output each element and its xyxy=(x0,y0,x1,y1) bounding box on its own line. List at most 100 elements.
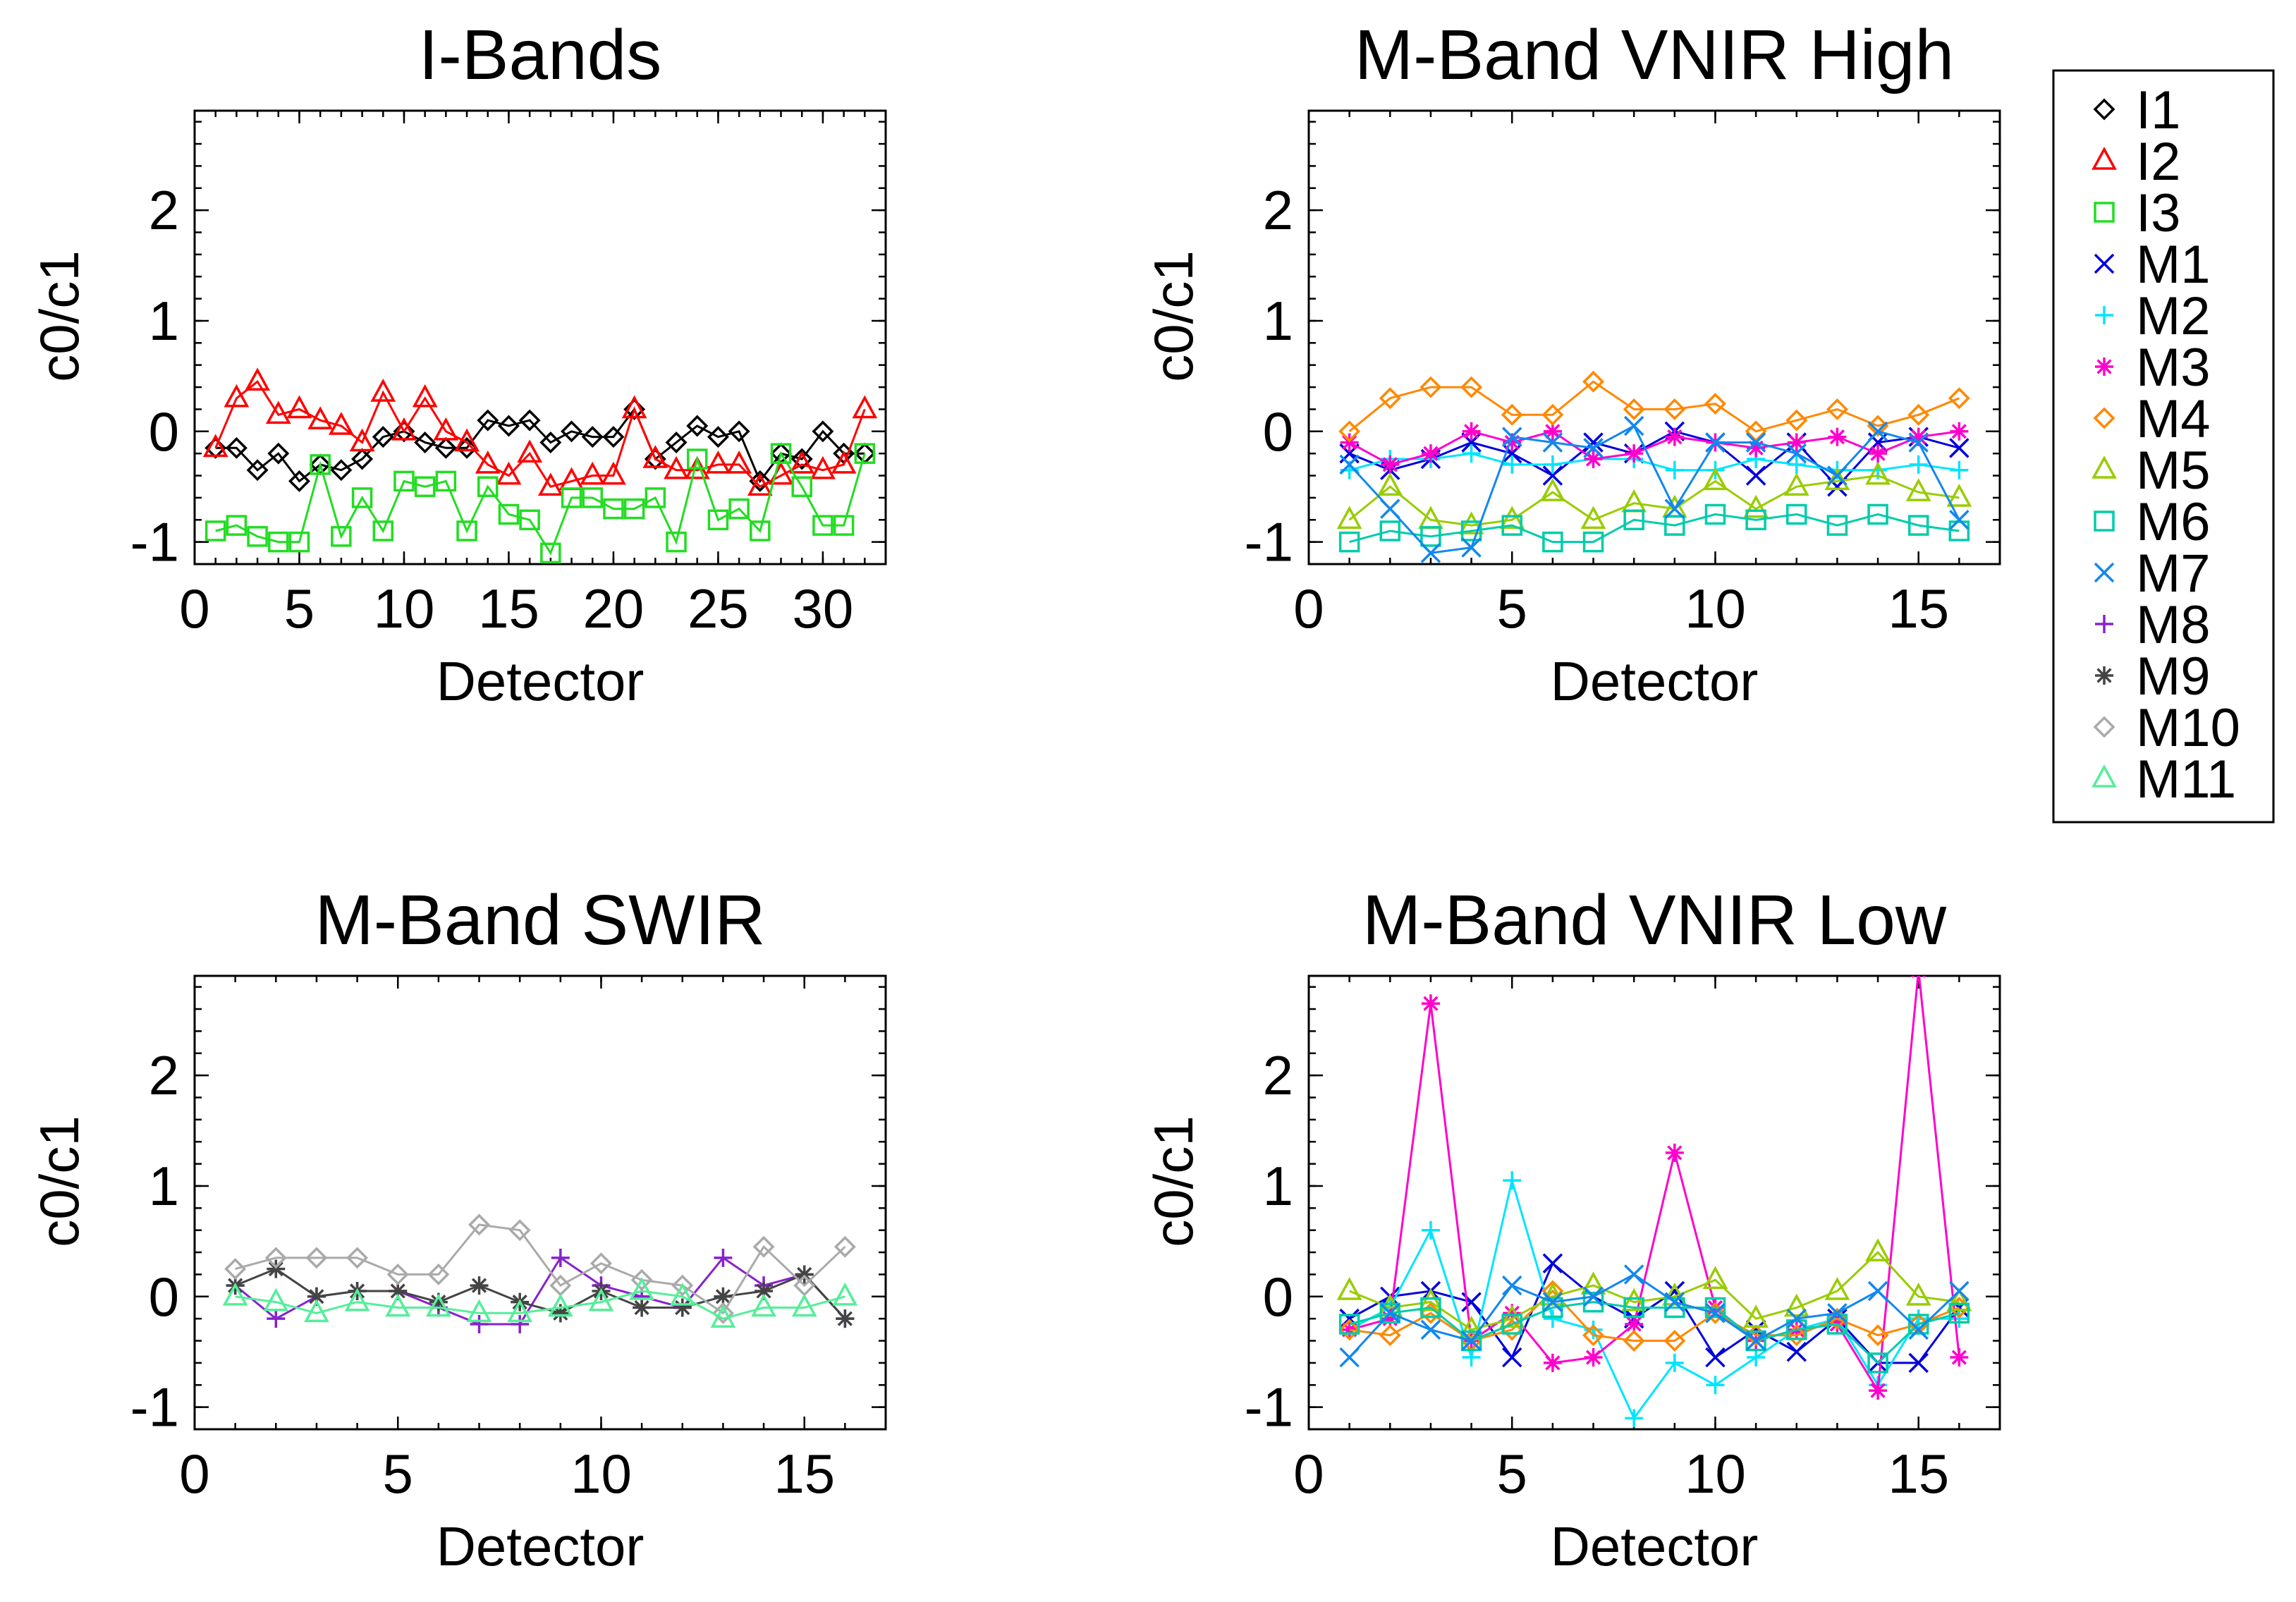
data-point-m7 xyxy=(1583,1286,1604,1307)
data-point-m4 xyxy=(1582,1324,1605,1347)
data-point-m10 xyxy=(712,1302,734,1324)
data-point-m9 xyxy=(714,1287,733,1306)
data-point-m1 xyxy=(1949,438,1970,458)
data-point-i1 xyxy=(812,420,834,443)
data-point-m2 xyxy=(1706,1376,1725,1395)
series-line-m2 xyxy=(1348,1176,1960,1421)
series-line-m6 xyxy=(1349,1301,1960,1364)
data-point-m11 xyxy=(507,1299,533,1323)
data-point-m5 xyxy=(1336,506,1362,530)
data-point-i2 xyxy=(664,455,689,479)
legend-item-m10: M10 xyxy=(2093,698,2240,758)
series-m6 xyxy=(1338,503,1970,553)
y-tick-label: 1 xyxy=(149,1155,179,1217)
data-point-m6 xyxy=(1664,1297,1685,1319)
data-point-m7 xyxy=(1908,432,1929,453)
data-point-i1 xyxy=(644,448,666,470)
legend-label: I1 xyxy=(2136,80,2180,140)
data-point-m5 xyxy=(1539,478,1565,501)
data-point-i3 xyxy=(540,542,561,564)
data-point-m6 xyxy=(1948,1302,1970,1324)
series-i2 xyxy=(202,367,878,496)
data-point-i3 xyxy=(791,476,812,497)
legend-marker-m8 xyxy=(2095,615,2113,633)
data-point-i1 xyxy=(623,398,646,420)
data-point-m3 xyxy=(1665,427,1684,446)
legend-item-i1: I1 xyxy=(2093,80,2180,140)
data-point-m1 xyxy=(1502,1347,1522,1368)
data-point-m7 xyxy=(1542,1292,1563,1312)
data-point-i3 xyxy=(623,498,645,520)
data-point-m11 xyxy=(669,1282,695,1306)
data-point-m7 xyxy=(1380,499,1400,519)
legend-label: M10 xyxy=(2136,698,2240,758)
y-tick-label: -1 xyxy=(1245,511,1293,573)
data-point-m11 xyxy=(547,1293,573,1317)
legend-item-m2: M2 xyxy=(2095,286,2211,346)
data-point-i3 xyxy=(372,520,394,542)
data-point-m5 xyxy=(1865,1238,1891,1261)
data-point-m7 xyxy=(1583,438,1604,458)
data-point-m2 xyxy=(1503,455,1522,474)
data-point-m4 xyxy=(1541,403,1564,426)
data-point-m6 xyxy=(1460,1330,1482,1352)
data-point-m3 xyxy=(1381,455,1400,474)
legend-label: M7 xyxy=(2136,544,2211,604)
series-line-m3 xyxy=(1349,976,1960,1394)
data-point-m3 xyxy=(1950,1348,1969,1367)
data-point-m7 xyxy=(1623,415,1644,436)
data-point-m7 xyxy=(1705,1303,1726,1323)
data-point-i3 xyxy=(770,443,792,464)
legend-box xyxy=(2052,69,2275,824)
data-point-m9 xyxy=(307,1287,326,1306)
data-point-i1 xyxy=(330,459,353,482)
y-tick-label: 2 xyxy=(149,179,179,241)
data-point-m1 xyxy=(1542,465,1563,486)
data-point-m5 xyxy=(1580,506,1606,530)
data-point-m4 xyxy=(1663,1330,1686,1352)
data-point-m4 xyxy=(1867,1324,1889,1347)
series-m5 xyxy=(1336,1238,1972,1339)
data-point-i2 xyxy=(454,428,480,452)
legend-label: M5 xyxy=(2136,441,2211,501)
plot-frame xyxy=(1307,974,2001,1431)
data-point-m10 xyxy=(305,1247,328,1269)
data-point-m11 xyxy=(385,1293,411,1317)
data-point-i2 xyxy=(202,434,228,458)
chart-title: M-Band VNIR Low xyxy=(1362,881,1947,960)
data-point-m9 xyxy=(267,1259,286,1278)
data-point-m10 xyxy=(671,1274,694,1297)
data-point-m2 xyxy=(1625,1409,1644,1428)
data-point-m2 xyxy=(1747,1348,1766,1367)
series-m9 xyxy=(226,1259,855,1328)
x-tick-label: 30 xyxy=(793,577,854,640)
data-point-m6 xyxy=(1704,503,1726,525)
data-point-i3 xyxy=(310,454,331,475)
data-point-m7 xyxy=(1339,454,1360,475)
data-point-m6 xyxy=(1704,1297,1726,1319)
data-point-m4 xyxy=(1460,376,1483,398)
data-point-m6 xyxy=(1542,531,1563,553)
data-point-i1 xyxy=(539,432,562,453)
data-point-m6 xyxy=(1623,1297,1644,1319)
data-point-i3 xyxy=(351,487,373,508)
data-point-m7 xyxy=(1827,465,1848,486)
data-point-m6 xyxy=(1826,515,1848,536)
series-m4 xyxy=(1338,370,1970,443)
data-point-m4 xyxy=(1541,1280,1564,1302)
data-point-m5 xyxy=(1783,1293,1809,1317)
data-point-i2 xyxy=(245,367,270,391)
data-point-m6 xyxy=(1745,1330,1766,1352)
data-point-m2 xyxy=(1950,1309,1969,1328)
series-m7 xyxy=(1339,415,1970,563)
data-point-i3 xyxy=(498,503,520,525)
y-tick-label: -1 xyxy=(130,511,179,573)
legend-marker-m6 xyxy=(2094,510,2115,532)
y-axis-label: c0/c1 xyxy=(1142,1115,1204,1247)
legend-label: M6 xyxy=(2136,492,2211,552)
x-tick-label: 10 xyxy=(1685,577,1746,640)
data-point-m9 xyxy=(795,1265,814,1284)
data-point-m2 xyxy=(1665,1353,1684,1372)
